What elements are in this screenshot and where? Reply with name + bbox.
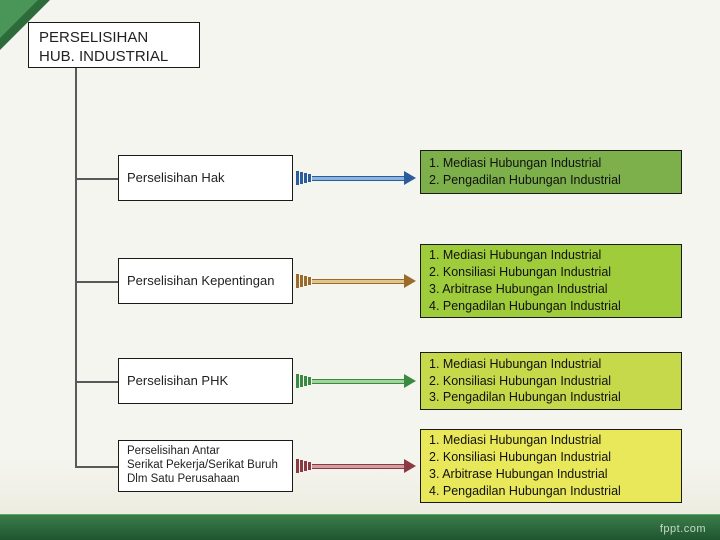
detail-box-2: 1. Mediasi Hubungan Industrial2. Konsili… <box>420 352 682 410</box>
branch-line-0 <box>75 178 118 180</box>
child-box-0: Perselisihan Hak <box>118 155 293 201</box>
arrow-3 <box>296 459 416 473</box>
detail-line-2-0: 1. Mediasi Hubungan Industrial <box>429 356 673 373</box>
child-label-2: Perselisihan PHK <box>127 373 228 389</box>
detail-line-2-1: 2. Konsiliasi Hubungan Industrial <box>429 373 673 390</box>
detail-box-3: 1. Mediasi Hubungan Industrial2. Konsili… <box>420 429 682 503</box>
child-box-3: Perselisihan Antar Serikat Pekerja/Serik… <box>118 440 293 492</box>
detail-line-2-2: 3. Pengadilan Hubungan Industrial <box>429 389 673 406</box>
root-title-2: HUB. INDUSTRIAL <box>39 48 168 65</box>
detail-line-3-2: 3. Arbitrase Hubungan Industrial <box>429 466 673 483</box>
detail-line-3-3: 4. Pengadilan Hubungan Industrial <box>429 483 673 500</box>
bottom-bar <box>0 514 720 540</box>
arrow-2 <box>296 374 416 388</box>
detail-line-3-0: 1. Mediasi Hubungan Industrial <box>429 432 673 449</box>
child-box-2: Perselisihan PHK <box>118 358 293 404</box>
child-box-1: Perselisihan Kepentingan <box>118 258 293 304</box>
child-label-1: Perselisihan Kepentingan <box>127 273 274 289</box>
detail-line-1-0: 1. Mediasi Hubungan Industrial <box>429 247 673 264</box>
branch-line-3 <box>75 466 118 468</box>
arrow-0 <box>296 171 416 185</box>
detail-line-1-1: 2. Konsiliasi Hubungan Industrial <box>429 264 673 281</box>
detail-box-0: 1. Mediasi Hubungan Industrial2. Pengadi… <box>420 150 682 194</box>
footer-text: fppt.com <box>660 523 706 535</box>
arrow-1 <box>296 274 416 288</box>
root-box: PERSELISIHAN HUB. INDUSTRIAL <box>28 22 200 68</box>
detail-line-0-1: 2. Pengadilan Hubungan Industrial <box>429 172 673 189</box>
child-label-3: Perselisihan Antar Serikat Pekerja/Serik… <box>127 445 278 486</box>
detail-line-3-1: 2. Konsiliasi Hubungan Industrial <box>429 449 673 466</box>
trunk-line <box>75 68 77 466</box>
branch-line-1 <box>75 281 118 283</box>
child-label-0: Perselisihan Hak <box>127 170 225 186</box>
detail-line-1-2: 3. Arbitrase Hubungan Industrial <box>429 281 673 298</box>
detail-line-1-3: 4. Pengadilan Hubungan Industrial <box>429 298 673 315</box>
branch-line-2 <box>75 381 118 383</box>
detail-box-1: 1. Mediasi Hubungan Industrial2. Konsili… <box>420 244 682 318</box>
root-title-1: PERSELISIHAN <box>39 29 148 46</box>
detail-line-0-0: 1. Mediasi Hubungan Industrial <box>429 155 673 172</box>
